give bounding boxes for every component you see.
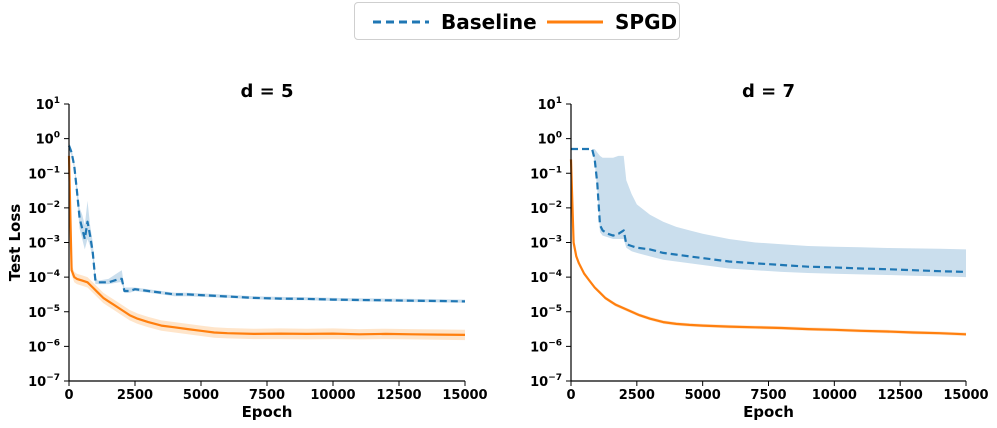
legend-item-spgd: SPGD xyxy=(547,3,677,41)
x-tick-label: 10000 xyxy=(310,388,355,403)
chart-panel-2: 0 2500 5000 7500 10000 12500 15000 101 100 10−1 10… xyxy=(530,81,989,421)
legend-item-baseline: Baseline xyxy=(373,3,537,41)
y-tick-label: 100 xyxy=(36,131,60,148)
band-spgd xyxy=(69,152,465,341)
x-axis-label: Epoch xyxy=(743,403,794,421)
y-tick-label: 10−7 xyxy=(28,373,60,390)
legend-baseline-swatch xyxy=(373,20,429,24)
x-tick-label: 5000 xyxy=(183,388,219,403)
x-axis-label: Epoch xyxy=(242,403,293,421)
x-tick-label: 0 xyxy=(566,388,575,403)
x-tick-label: 10000 xyxy=(812,388,857,403)
chart-title: d = 7 xyxy=(742,81,795,102)
x-tick-label: 15000 xyxy=(943,388,988,403)
legend-baseline-label: Baseline xyxy=(441,10,537,34)
y-tick-label: 10−3 xyxy=(28,235,60,252)
legend-spgd-label: SPGD xyxy=(615,10,678,34)
chart-title: d = 5 xyxy=(240,81,293,102)
y-tick-label: 10−2 xyxy=(530,200,562,217)
x-tick-label: 12500 xyxy=(878,388,923,403)
y-tick-label: 10−1 xyxy=(28,165,60,182)
x-tick-label: 5000 xyxy=(685,388,721,403)
y-tick-label: 10−6 xyxy=(28,338,60,355)
y-tick-label: 101 xyxy=(36,96,60,113)
y-tick-label: 100 xyxy=(538,131,562,148)
x-tick-label: 7500 xyxy=(750,388,786,403)
series-line-baseline xyxy=(67,145,466,303)
band-baseline xyxy=(69,142,465,303)
x-tick-label: 7500 xyxy=(249,388,285,403)
x-tick-label: 0 xyxy=(64,388,73,403)
y-tick-label: 101 xyxy=(538,96,562,113)
y-tick-label: 10−3 xyxy=(530,235,562,252)
y-tick-label: 10−4 xyxy=(530,269,562,286)
series-line-spgd xyxy=(569,159,967,336)
y-tick-label: 10−1 xyxy=(530,165,562,182)
y-tick-label: 10−5 xyxy=(530,304,562,321)
legend-spgd-swatch xyxy=(547,20,603,24)
y-axis-label: Test Loss xyxy=(6,204,24,282)
legend: Baseline SPGD xyxy=(354,2,680,40)
x-tick-label: 15000 xyxy=(442,388,487,403)
y-tick-label: 10−4 xyxy=(28,269,60,286)
y-tick-label: 10−5 xyxy=(28,304,60,321)
x-tick-label: 2500 xyxy=(619,388,655,403)
x-tick-label: 12500 xyxy=(376,388,421,403)
y-tick-label: 10−2 xyxy=(28,200,60,217)
y-tick-label: 10−7 xyxy=(530,373,562,390)
y-tick-label: 10−6 xyxy=(530,338,562,355)
series-line-spgd xyxy=(67,155,466,336)
band-baseline xyxy=(571,149,966,278)
chart-panel-1: 0 2500 5000 7500 10000 12500 15000 101 100 10−1 10… xyxy=(6,81,488,421)
x-tick-label: 2500 xyxy=(117,388,153,403)
